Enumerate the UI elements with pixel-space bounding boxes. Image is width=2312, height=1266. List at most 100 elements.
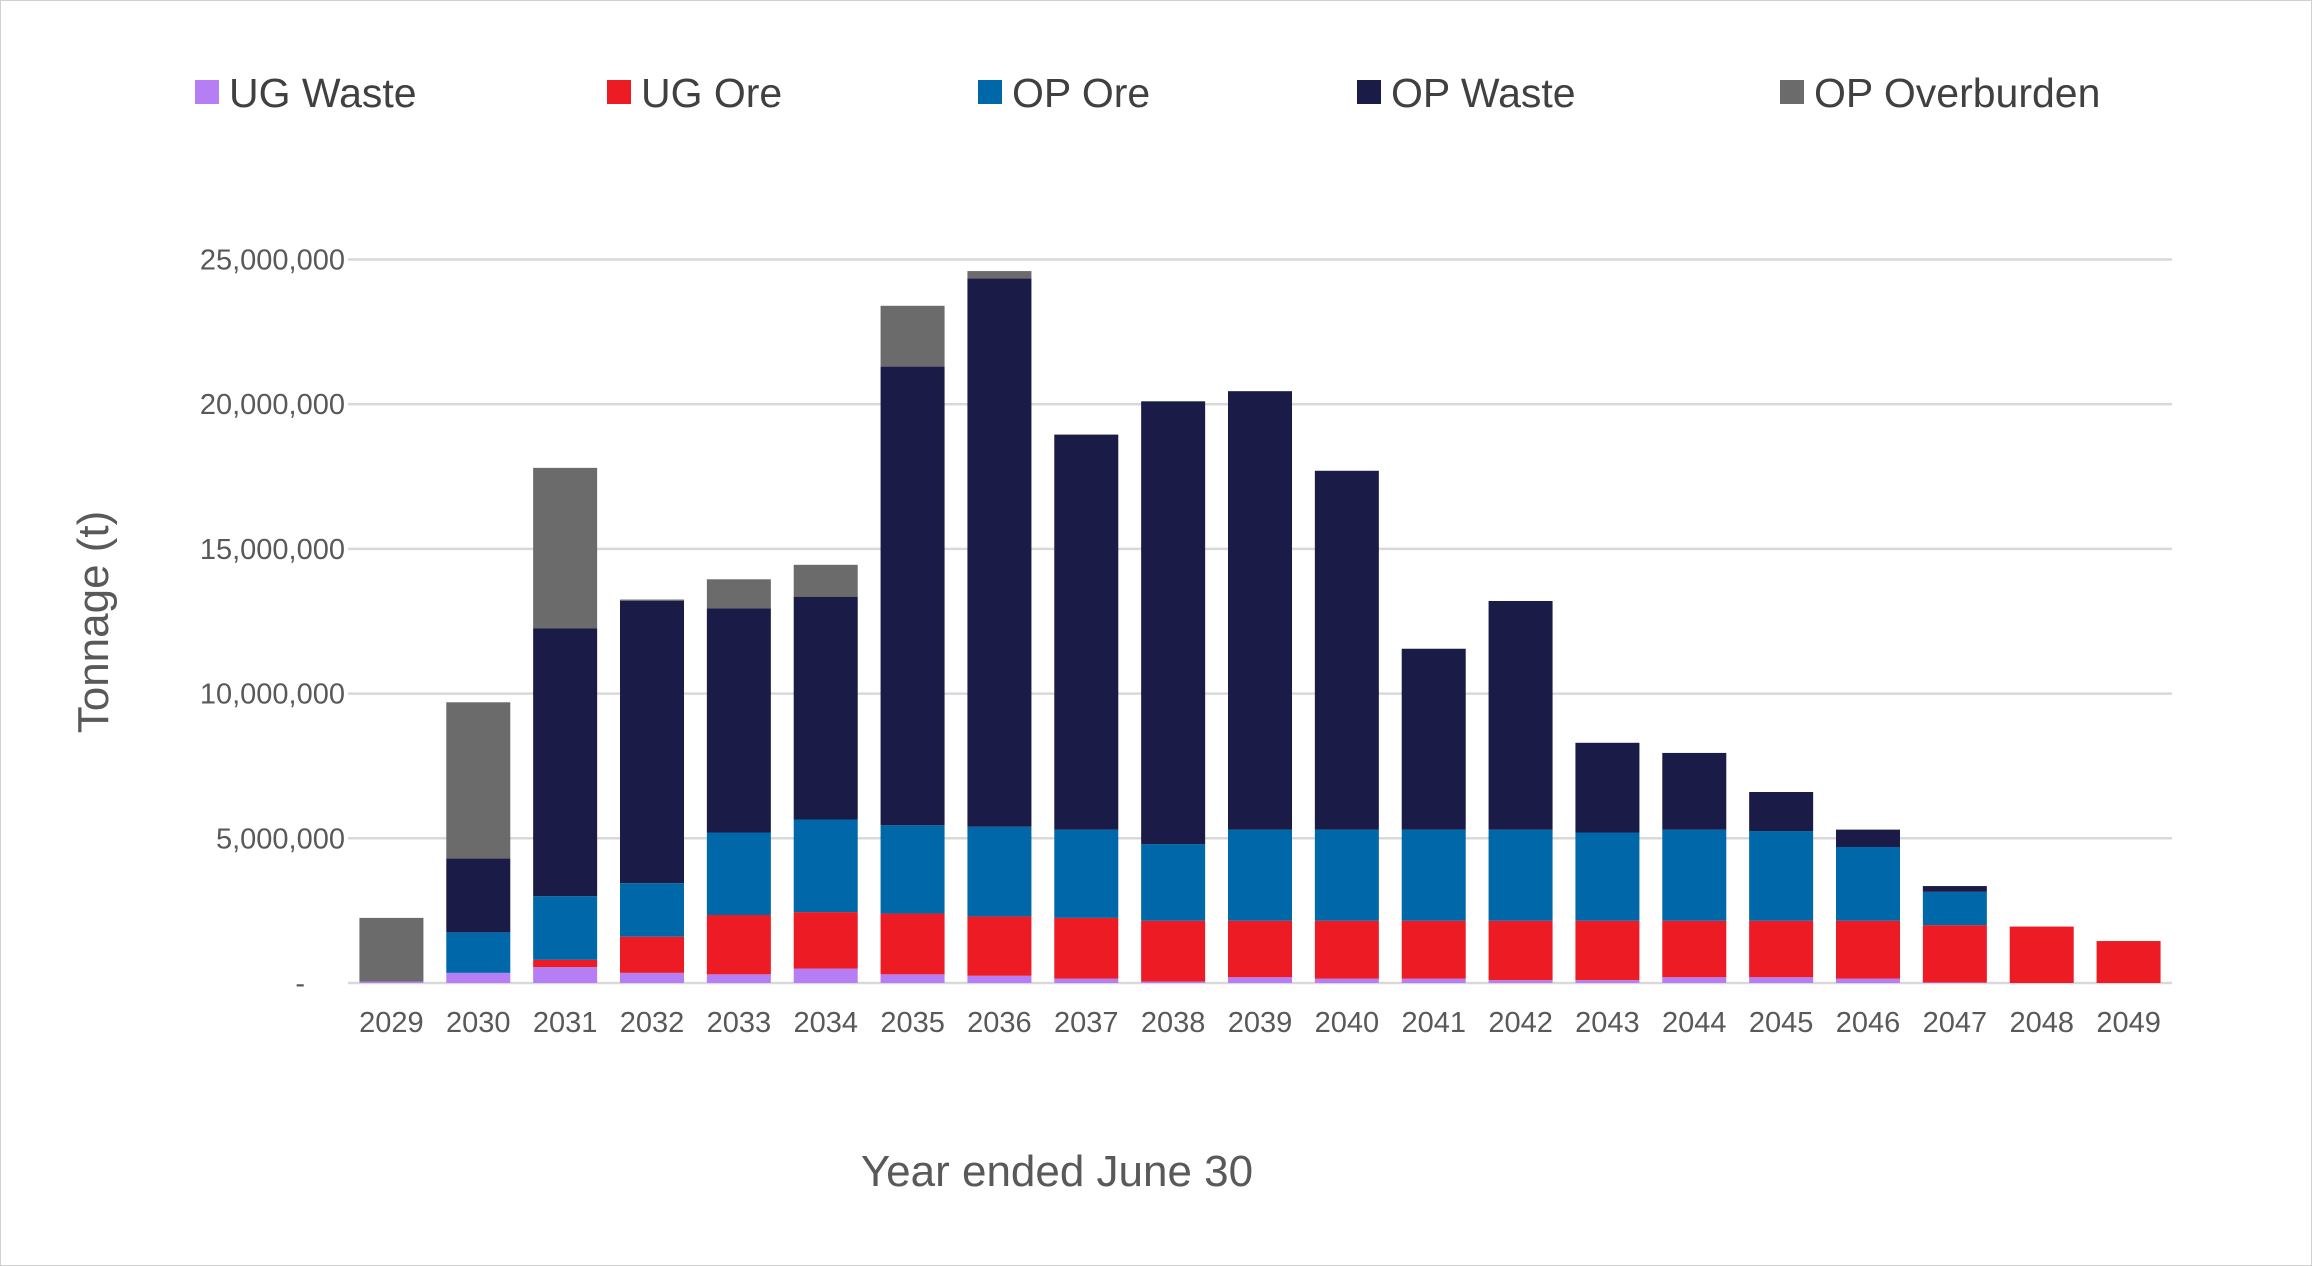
bar-segment-ug-waste-2037 <box>1054 978 1119 983</box>
bar-segment-ug-ore-2043 <box>1575 920 1640 981</box>
bar-segment-ug-waste-2036 <box>967 975 1032 983</box>
legend-item: OP Ore <box>978 70 1150 116</box>
bar-segment-ug-waste-2040 <box>1314 978 1379 983</box>
bar-segment-op-overburden-2036 <box>967 271 1032 279</box>
legend-label: OP Waste <box>1391 70 1576 116</box>
x-tick-label: 2036 <box>967 1007 1032 1039</box>
legend: UG Waste UG Ore OP Ore OP Waste OP Overburde… <box>195 70 2100 116</box>
bar-segment-op-ore-2037 <box>1054 829 1119 918</box>
bar-segment-op-overburden-2035 <box>880 305 945 367</box>
bar-segment-op-ore-2047 <box>1922 891 1987 926</box>
legend-label: UG Waste <box>229 70 417 116</box>
bar-segment-ug-ore-2041 <box>1401 920 1466 979</box>
bar-segment-ug-ore-2031 <box>533 959 598 968</box>
y-tick-label: 25,000,000 <box>200 245 345 277</box>
x-tick-label: 2040 <box>1315 1007 1380 1039</box>
x-tick-label: 2029 <box>359 1007 424 1039</box>
x-tick-label: 2034 <box>793 1007 858 1039</box>
bar-segment-ug-waste-2029 <box>359 981 424 983</box>
x-tick-label: 2044 <box>1662 1007 1727 1039</box>
bar-segment-op-waste-2036 <box>967 278 1032 827</box>
bar-segment-op-overburden-2034 <box>793 564 858 597</box>
bar-segment-op-ore-2030 <box>446 932 511 973</box>
bar-segment-op-waste-2040 <box>1314 470 1379 830</box>
bar-segment-op-ore-2038 <box>1141 844 1206 921</box>
bar-segment-ug-ore-2039 <box>1228 920 1292 978</box>
x-tick-labels: 2029 2030 2031 2032 2033 2034 2035 2036 2037 2038… <box>359 1007 2161 1039</box>
legend-swatch <box>607 80 631 104</box>
bar-segment-op-waste-2039 <box>1228 391 1292 830</box>
y-tick-label: 15,000,000 <box>200 534 345 566</box>
bar-segment-ug-waste-2041 <box>1401 978 1466 983</box>
bar-segment-ug-ore-2032 <box>620 936 684 973</box>
x-tick-label: 2041 <box>1401 1007 1466 1039</box>
bar-segment-ug-ore-2034 <box>793 912 858 969</box>
bar-segment-op-waste-2035 <box>880 366 945 826</box>
bar-segment-ug-ore-2033 <box>706 914 771 975</box>
bar-segment-op-ore-2035 <box>880 825 945 914</box>
bar-segment-op-waste-2030 <box>446 858 511 933</box>
bar-segment-ug-ore-2048 <box>2009 926 2074 983</box>
bar-segment-ug-ore-2035 <box>880 913 945 975</box>
x-tick-label: 2033 <box>707 1007 772 1039</box>
bar-segment-ug-waste-2035 <box>880 974 945 983</box>
y-axis-title: Tonnage (t) <box>69 511 118 734</box>
x-tick-label: 2032 <box>620 1007 685 1039</box>
legend-item: OP Waste <box>1357 70 1576 116</box>
legend-label: OP Ore <box>1012 70 1150 116</box>
bar-segment-op-waste-2032 <box>620 600 684 884</box>
legend-item: UG Ore <box>607 70 782 116</box>
bar-segment-op-ore-2040 <box>1314 829 1379 921</box>
y-tick-label: 20,000,000 <box>200 389 345 421</box>
legend-swatch <box>1357 80 1381 104</box>
bar-segment-ug-waste-2033 <box>706 974 771 983</box>
legend-item: UG Waste <box>195 70 417 116</box>
x-tick-label: 2048 <box>2009 1007 2074 1039</box>
x-tick-label: 2030 <box>446 1007 511 1039</box>
bar-segment-ug-ore-2038 <box>1141 920 1206 982</box>
bar-segment-op-ore-2031 <box>533 896 598 960</box>
x-tick-label: 2045 <box>1749 1007 1814 1039</box>
x-tick-label: 2038 <box>1141 1007 1206 1039</box>
bar-segment-ug-waste-2031 <box>533 967 598 983</box>
legend-swatch <box>978 80 1002 104</box>
legend-swatch <box>195 80 219 104</box>
bars <box>359 271 2161 983</box>
x-tick-label: 2047 <box>1923 1007 1988 1039</box>
bar-segment-op-overburden-2029 <box>359 917 424 982</box>
bar-segment-op-ore-2046 <box>1836 846 1900 921</box>
bar-segment-op-waste-2041 <box>1401 648 1466 830</box>
x-tick-label: 2049 <box>2096 1007 2161 1039</box>
legend-label: UG Ore <box>641 70 782 116</box>
bar-segment-op-waste-2044 <box>1662 752 1727 830</box>
bar-segment-op-ore-2044 <box>1662 829 1727 921</box>
bar-segment-ug-waste-2034 <box>793 968 858 983</box>
y-tick-labels: - 5,000,000 10,000,000 15,000,000 20,000,000… <box>200 245 345 1001</box>
bar-segment-op-ore-2034 <box>793 819 858 913</box>
x-tick-label: 2035 <box>880 1007 945 1039</box>
bar-segment-ug-waste-2042 <box>1488 980 1553 983</box>
bar-segment-op-waste-2046 <box>1836 829 1900 847</box>
x-tick-label: 2039 <box>1228 1007 1293 1039</box>
bar-segment-ug-waste-2045 <box>1749 977 1814 983</box>
bar-segment-ug-ore-2042 <box>1488 920 1553 981</box>
bar-segment-ug-waste-2046 <box>1836 978 1900 983</box>
legend-swatch <box>1780 80 1804 104</box>
bar-segment-ug-waste-2030 <box>446 972 511 983</box>
bar-segment-op-overburden-2033 <box>706 579 771 609</box>
x-tick-label: 2031 <box>533 1007 598 1039</box>
bar-segment-op-ore-2036 <box>967 826 1032 917</box>
bar-segment-ug-waste-2043 <box>1575 980 1640 983</box>
bar-segment-ug-ore-2047 <box>1922 925 1987 983</box>
bar-segment-op-waste-2034 <box>793 596 858 820</box>
bar-segment-ug-waste-2047 <box>1922 982 1987 983</box>
bar-segment-op-waste-2037 <box>1054 434 1119 830</box>
bar-segment-ug-ore-2049 <box>2096 941 2161 983</box>
bar-segment-op-ore-2045 <box>1749 831 1814 921</box>
x-tick-label: 2042 <box>1488 1007 1553 1039</box>
bar-segment-op-overburden-2031 <box>533 467 598 629</box>
bar-segment-ug-ore-2045 <box>1749 920 1814 978</box>
x-tick-label: 2037 <box>1054 1007 1119 1039</box>
bar-segment-op-waste-2045 <box>1749 791 1814 832</box>
